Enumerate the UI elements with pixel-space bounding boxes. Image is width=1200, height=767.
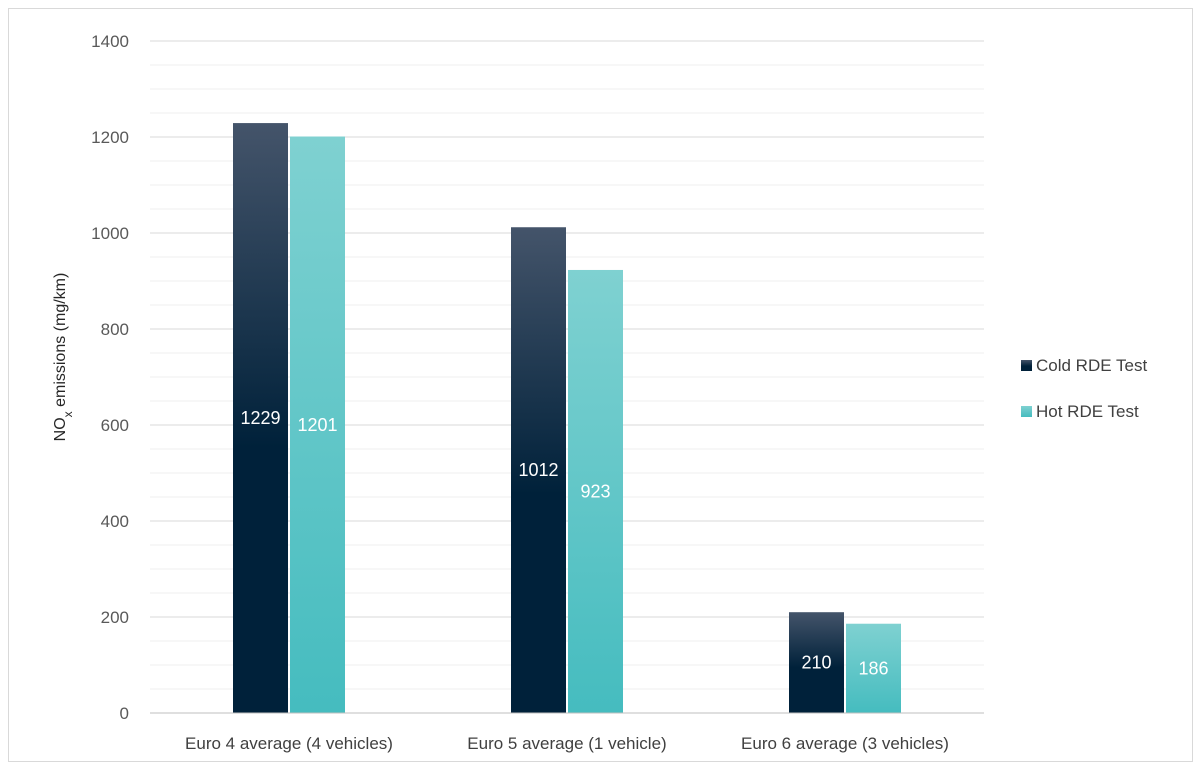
x-category-label: Euro 5 average (1 vehicle) bbox=[467, 734, 666, 753]
y-tick-label: 600 bbox=[101, 416, 129, 435]
y-axis-title-subscript: x bbox=[61, 411, 75, 417]
y-axis-title: NOx emissions (mg/km) bbox=[52, 273, 75, 442]
y-axis-title-rest: emissions (mg/km) bbox=[52, 273, 69, 412]
y-tick-label: 1400 bbox=[91, 32, 129, 51]
y-tick-label: 200 bbox=[101, 608, 129, 627]
y-tick-label: 1000 bbox=[91, 224, 129, 243]
data-label: 1201 bbox=[297, 415, 337, 435]
data-label: 923 bbox=[580, 481, 610, 501]
legend-swatch-cold bbox=[1021, 360, 1032, 371]
data-label: 186 bbox=[858, 658, 888, 678]
bars-layer bbox=[233, 123, 901, 714]
x-category-label: Euro 4 average (4 vehicles) bbox=[185, 734, 393, 753]
y-tick-label: 800 bbox=[101, 320, 129, 339]
y-tick-label: 400 bbox=[101, 512, 129, 531]
x-category-label: Euro 6 average (3 vehicles) bbox=[741, 734, 949, 753]
bar-cold-1 bbox=[233, 123, 288, 713]
bar-cold-3 bbox=[789, 612, 844, 713]
legend: Cold RDE Test Hot RDE Test bbox=[1021, 356, 1147, 421]
bar-chart: 1229 1201 1012 923 210 186 0 200 400 600 800 1000 1… bbox=[52, 32, 1147, 753]
data-label: 1229 bbox=[240, 408, 280, 428]
bar-hot-1 bbox=[290, 136, 345, 713]
y-tick-label: 0 bbox=[120, 704, 129, 723]
bar-hot-2 bbox=[568, 269, 623, 713]
axis-layer: 0 200 400 600 800 1000 1200 1400 Euro 4 average … bbox=[91, 32, 984, 753]
data-label: 1012 bbox=[518, 460, 558, 480]
bar-hot-3 bbox=[846, 623, 901, 713]
legend-label-hot: Hot RDE Test bbox=[1036, 402, 1139, 421]
legend-label-cold: Cold RDE Test bbox=[1036, 356, 1147, 375]
bar-cold-2 bbox=[511, 227, 566, 714]
grid-layer bbox=[150, 40, 984, 690]
labels-layer: 1229 1201 1012 923 210 186 bbox=[240, 408, 888, 678]
chart-frame: 1229 1201 1012 923 210 186 0 200 400 600 800 1000 1… bbox=[8, 8, 1193, 762]
data-label: 210 bbox=[801, 653, 831, 673]
y-tick-label: 1200 bbox=[91, 128, 129, 147]
y-axis-title-main: NO bbox=[52, 417, 69, 441]
legend-swatch-hot bbox=[1021, 406, 1032, 417]
